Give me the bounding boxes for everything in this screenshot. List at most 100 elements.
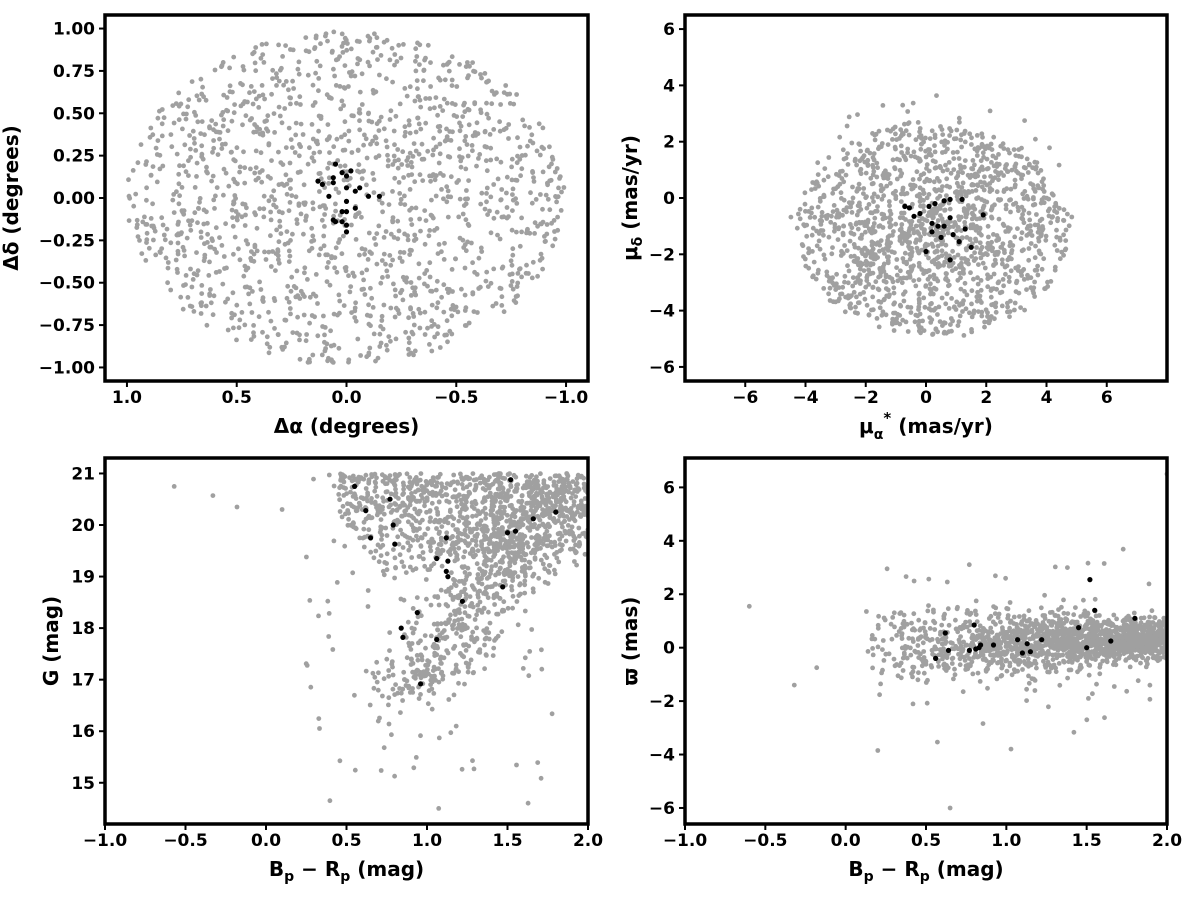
- field-star-point: [1062, 247, 1068, 253]
- field-star-point: [421, 156, 427, 162]
- field-star-point: [912, 319, 918, 325]
- member-star-point: [343, 185, 350, 191]
- field-star-point: [487, 490, 493, 496]
- field-star-point: [537, 152, 543, 158]
- field-star-point: [516, 544, 522, 550]
- field-star-point: [478, 284, 483, 290]
- field-star-point: [485, 212, 490, 218]
- field-star-point: [418, 126, 424, 132]
- field-star-point: [498, 545, 504, 550]
- field-star-point: [813, 276, 819, 282]
- field-star-point: [958, 137, 964, 143]
- field-star-point: [852, 156, 858, 162]
- field-star-point: [838, 190, 844, 196]
- field-star-point: [365, 257, 371, 262]
- field-star-point: [434, 226, 440, 231]
- member-star-point: [339, 209, 345, 215]
- field-star-point: [886, 172, 892, 178]
- field-star-point: [181, 248, 187, 253]
- field-star-point: [908, 153, 914, 159]
- field-star-point: [205, 231, 211, 237]
- field-star-point: [940, 168, 946, 174]
- field-star-point: [453, 256, 458, 262]
- field-star-point: [1050, 192, 1056, 198]
- field-star-point: [366, 350, 372, 356]
- field-star-point: [455, 309, 461, 315]
- field-star-point: [357, 252, 362, 258]
- field-star-point: [924, 176, 930, 182]
- field-star-point: [415, 657, 421, 663]
- field-star-point: [849, 140, 855, 146]
- field-star-point: [554, 199, 559, 205]
- field-star-point: [310, 200, 316, 206]
- field-star-point: [1028, 228, 1034, 234]
- field-star-point: [334, 136, 340, 142]
- field-star-point: [962, 220, 968, 225]
- field-star-point: [401, 564, 407, 569]
- field-star-point: [960, 180, 966, 186]
- field-star-point: [157, 108, 162, 114]
- field-star-point: [321, 313, 326, 319]
- field-star-point: [870, 284, 876, 290]
- field-star-point: [421, 68, 427, 73]
- field-star-point: [532, 231, 537, 236]
- field-star-point: [517, 144, 523, 150]
- field-star-point: [578, 498, 584, 504]
- field-star-point: [878, 238, 884, 244]
- field-star-point: [513, 294, 519, 299]
- field-star-point: [362, 132, 367, 138]
- field-star-point: [556, 559, 562, 565]
- field-star-point: [960, 301, 965, 307]
- field-star-point: [372, 236, 377, 241]
- field-star-point: [558, 486, 564, 492]
- field-star-point: [861, 191, 866, 197]
- field-star-point: [231, 54, 237, 60]
- field-star-point: [838, 169, 843, 174]
- field-star-point: [406, 496, 411, 502]
- field-star-point: [274, 71, 279, 77]
- field-star-point: [509, 279, 515, 284]
- field-star-point: [982, 198, 987, 204]
- field-star-point: [893, 196, 899, 202]
- y-tick-label: 15: [71, 774, 95, 794]
- field-star-point: [376, 223, 382, 229]
- field-star-point: [424, 509, 429, 515]
- y-tick-label: −4: [649, 302, 675, 322]
- field-star-point: [159, 215, 165, 221]
- field-star-point: [270, 67, 276, 73]
- field-star-point: [910, 185, 916, 191]
- field-star-point: [194, 160, 200, 166]
- field-star-point: [509, 587, 515, 593]
- field-star-point: [406, 340, 412, 346]
- field-star-point: [1045, 208, 1051, 214]
- field-star-point: [307, 320, 312, 326]
- field-star-point: [804, 233, 810, 239]
- field-star-point: [298, 211, 304, 217]
- field-star-point: [552, 571, 558, 577]
- field-star-point: [199, 283, 205, 288]
- field-star-point: [1055, 216, 1061, 221]
- field-star-point: [326, 175, 332, 181]
- field-star-point: [210, 173, 216, 179]
- field-star-point: [931, 206, 937, 212]
- field-star-point: [257, 170, 263, 175]
- field-star-point: [943, 162, 948, 168]
- field-star-point: [270, 249, 275, 254]
- field-star-point: [539, 647, 544, 653]
- field-star-point: [512, 560, 518, 566]
- field-star-point: [866, 267, 871, 273]
- field-star-point: [387, 630, 393, 635]
- field-star-point: [471, 766, 477, 772]
- field-star-point: [441, 309, 447, 315]
- field-star-point: [188, 154, 194, 160]
- field-star-point: [266, 309, 271, 315]
- field-star-point: [474, 625, 479, 631]
- field-star-point: [876, 146, 881, 152]
- field-star-point: [947, 206, 953, 212]
- field-star-point: [216, 129, 221, 135]
- field-star-point: [442, 519, 447, 525]
- field-star-point: [510, 252, 516, 258]
- field-star-point: [395, 236, 401, 242]
- field-star-point: [381, 126, 387, 132]
